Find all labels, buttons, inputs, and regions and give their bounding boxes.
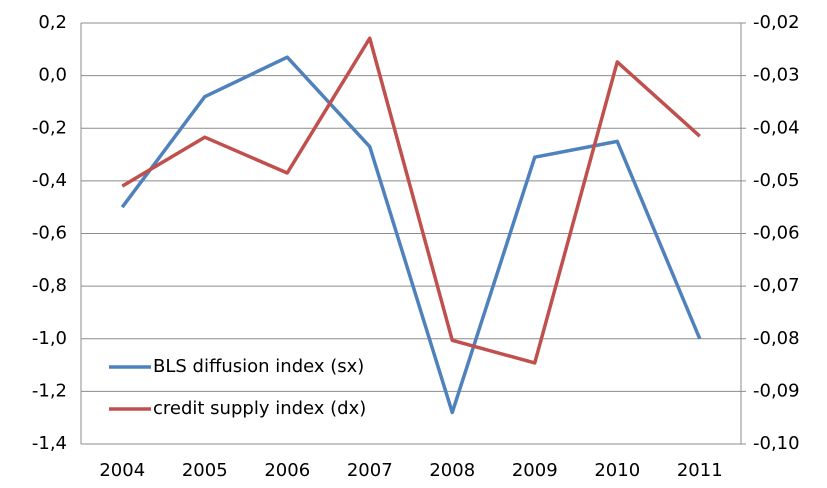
y-tick-label: -1,2	[32, 380, 67, 401]
y-tick-label: -0,6	[32, 223, 67, 244]
y2-tick-label: -0,04	[753, 117, 800, 138]
y2-tick-label: -0,03	[753, 65, 800, 86]
x-tick-label: 2008	[429, 460, 475, 481]
x-tick-label: 2007	[347, 460, 393, 481]
y-tick-label: -0,2	[32, 117, 67, 138]
y-tick-label: -0,8	[32, 275, 67, 296]
y2-tick-label: -0,10	[753, 433, 800, 454]
legend-label: BLS diffusion index (sx)	[153, 356, 364, 377]
x-tick-label: 2009	[512, 460, 558, 481]
y-tick-label: 0,0	[38, 65, 67, 86]
y2-tick-label: -0,07	[753, 275, 800, 296]
y2-tick-label: -0,05	[753, 170, 800, 191]
y-tick-label: -1,4	[32, 433, 67, 454]
x-tick-label: 2010	[594, 460, 640, 481]
y2-tick-label: -0,02	[753, 12, 800, 33]
y2-tick-label: -0,08	[753, 328, 800, 349]
y-tick-label: -1,0	[32, 328, 67, 349]
y-tick-label: -0,4	[32, 170, 67, 191]
x-tick-label: 2004	[99, 460, 145, 481]
x-tick-label: 2011	[677, 460, 723, 481]
legend-label: credit supply index (dx)	[153, 398, 366, 419]
y2-tick-label: -0,09	[753, 380, 800, 401]
x-tick-label: 2005	[182, 460, 228, 481]
y2-tick-label: -0,06	[753, 223, 800, 244]
series-line	[120, 55, 702, 415]
series-line	[121, 36, 701, 365]
x-tick-label: 2006	[264, 460, 310, 481]
y-tick-label: 0,2	[38, 12, 67, 33]
